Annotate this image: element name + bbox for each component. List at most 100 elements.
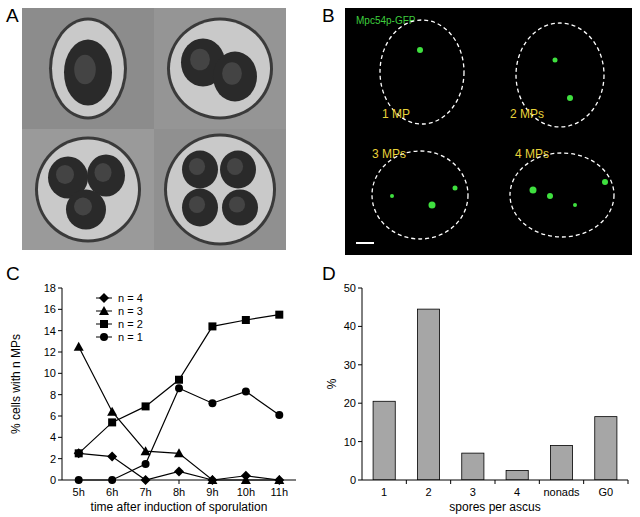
data-point (174, 466, 184, 476)
gfp-dot (573, 203, 577, 207)
gfp-dot (417, 47, 423, 53)
y-tick (58, 437, 62, 438)
bar (462, 453, 484, 480)
y-tick (358, 364, 362, 365)
y-tick-label: 20 (344, 397, 356, 409)
spore-core (190, 49, 210, 71)
y-tick-label: 10 (44, 367, 56, 379)
bar (550, 445, 572, 480)
y-tick (358, 288, 362, 289)
spore (213, 52, 257, 102)
micrograph-tile (22, 8, 154, 129)
x-tick-label: 3 (470, 486, 476, 498)
spore (66, 190, 106, 230)
x-tick-label: 9h (206, 486, 218, 498)
ascus-wall (35, 137, 141, 243)
x-tick (179, 480, 180, 484)
x-tick (539, 480, 540, 484)
ascus (167, 137, 273, 243)
data-point (175, 384, 183, 392)
stain-label: Mpc54p-GFP (356, 15, 416, 26)
series-line (79, 388, 280, 480)
data-point (275, 411, 283, 419)
plot-data (74, 311, 285, 485)
y-tick-label: 8 (50, 389, 56, 401)
ascus-wall (164, 134, 276, 246)
x-tick-label: 11h (271, 486, 289, 498)
y-tick (358, 403, 362, 404)
data-point (107, 452, 117, 462)
legend-label: n = 1 (118, 331, 143, 343)
y-tick (58, 394, 62, 395)
legend-marker (100, 320, 108, 328)
x-tick-label: 2 (425, 486, 431, 498)
gfp-dot (567, 95, 573, 101)
data-point (207, 475, 217, 484)
data-point (274, 475, 284, 484)
data-point (242, 316, 250, 324)
y-tick-label: 30 (344, 359, 356, 371)
legend: n = 4n = 3n = 2n = 1 (96, 292, 143, 343)
ascus (52, 21, 124, 117)
cell-label: 4 MPs (515, 147, 549, 161)
brightfield-panel (22, 8, 286, 250)
spore (182, 189, 218, 227)
bar (506, 470, 528, 480)
spore-core (229, 196, 245, 212)
data-point (142, 460, 150, 468)
scale-bar (356, 242, 374, 244)
y-tick (58, 480, 62, 481)
panel-label: B (322, 5, 335, 26)
cell-label: 2 MPs (510, 107, 544, 121)
data-point (141, 446, 151, 455)
micrograph-tile (154, 8, 286, 129)
ascus (38, 140, 138, 240)
ascus-wall (167, 18, 273, 120)
spore-core (56, 165, 74, 184)
x-tick-label: 7h (139, 486, 151, 498)
x-tick-label: 6h (106, 486, 118, 498)
x-tick-label: 8h (173, 486, 185, 498)
y-tick (58, 458, 62, 459)
y-tick (58, 373, 62, 374)
data-point (108, 418, 116, 426)
y-tick-label: 12 (44, 346, 56, 358)
y-axis (362, 288, 363, 480)
series-line (79, 315, 280, 454)
spore-core (227, 158, 243, 175)
x-tick (406, 480, 407, 484)
y-tick (358, 480, 362, 481)
spore-core (189, 196, 205, 213)
y-tick (58, 330, 62, 331)
y-tick-label: 2 (50, 453, 56, 465)
cell-outline (510, 153, 614, 237)
gfp-dot (429, 202, 436, 209)
y-tick (58, 309, 62, 310)
data-point (141, 475, 151, 485)
data-point (75, 449, 83, 457)
data-point (208, 322, 216, 330)
gfp-dot (530, 187, 537, 194)
cell-outline (380, 20, 464, 124)
data-point (174, 448, 184, 457)
y-axis (62, 288, 63, 480)
gfp-dot (547, 193, 553, 199)
cell-label: 1 MP (382, 107, 410, 121)
x-tick-label: 1 (381, 486, 387, 498)
micrograph-tile (154, 129, 286, 250)
ascus-wall (49, 18, 127, 120)
legend-label: n = 2 (118, 318, 143, 330)
spore (87, 155, 125, 197)
cell-label: 3 MPs (372, 147, 406, 161)
fluorescence-background (345, 8, 632, 255)
y-tick-label: 50 (344, 282, 356, 294)
x-tick-label: nonads (543, 486, 580, 498)
y-tick-label: 0 (350, 474, 356, 486)
data-point (175, 376, 183, 384)
data-point (275, 311, 283, 319)
x-tick-label: 4 (514, 486, 520, 498)
y-tick-label: 6 (50, 410, 56, 422)
legend-label: n = 4 (118, 292, 143, 304)
x-axis-label: spores per ascus (449, 500, 540, 514)
spore-core (189, 158, 205, 175)
